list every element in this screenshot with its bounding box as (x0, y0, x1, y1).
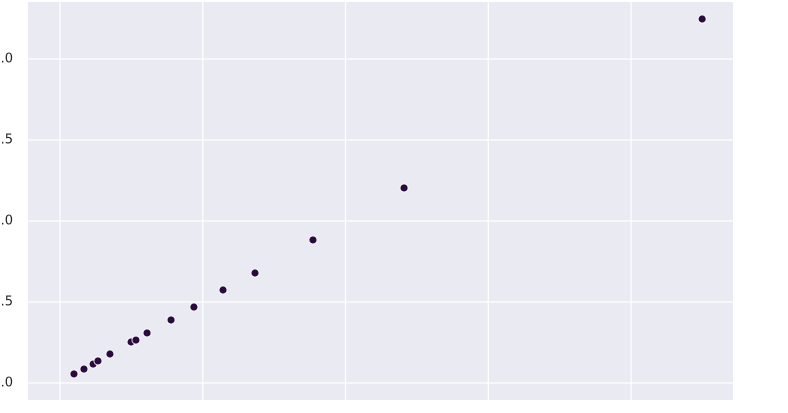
y-tick-label: 2.0 (0, 52, 13, 67)
y-tick-label: 0.0 (0, 375, 13, 390)
point (142, 328, 152, 338)
point (308, 235, 318, 245)
point (131, 335, 141, 345)
point (79, 364, 89, 374)
point (69, 369, 79, 379)
point (697, 14, 707, 24)
point (218, 285, 228, 295)
point (93, 356, 103, 366)
point (399, 183, 409, 193)
point (189, 302, 199, 312)
y-tick-label: 1.0 (0, 214, 13, 229)
point (250, 268, 260, 278)
y-tick-label: 1.5 (0, 133, 13, 148)
point (105, 349, 115, 359)
y-tick-label: 0.5 (0, 294, 13, 309)
point (166, 315, 176, 325)
